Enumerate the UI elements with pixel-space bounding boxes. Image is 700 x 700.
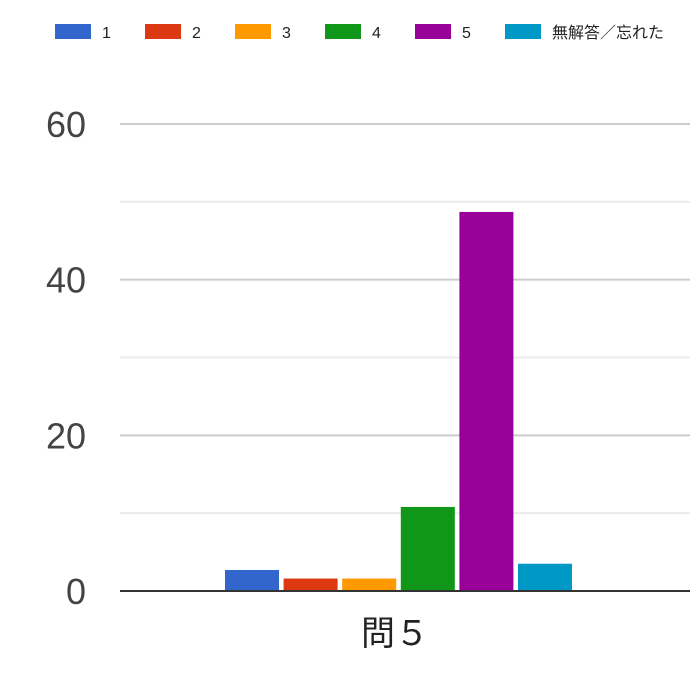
legend-label: 3 [282, 25, 291, 42]
legend: 1 2 3 4 5 無解答／忘れた [55, 24, 664, 42]
legend-swatch [415, 24, 451, 39]
bar-series-1 [225, 569, 279, 591]
legend-item[interactable]: 3 [235, 24, 291, 42]
legend-item[interactable]: 無解答／忘れた [505, 24, 664, 42]
gridlines [120, 123, 690, 515]
legend-item[interactable]: 2 [145, 24, 201, 42]
y-tick-label: 20 [46, 415, 86, 456]
bar-series-3 [342, 578, 397, 591]
bar-series-5 [459, 211, 514, 591]
bars [225, 211, 572, 591]
bar-series-2 [283, 578, 338, 591]
y-axis-ticks: 0 20 40 60 [46, 104, 86, 612]
legend-label: 2 [192, 25, 201, 42]
y-tick-label: 0 [66, 571, 86, 612]
legend-swatch [235, 24, 271, 39]
legend-item[interactable]: 1 [55, 24, 111, 42]
legend-swatch [55, 24, 91, 39]
legend-swatch [325, 24, 361, 39]
x-category-label: 問５ [361, 615, 429, 653]
legend-item[interactable]: 4 [325, 24, 381, 42]
legend-swatch [505, 24, 541, 39]
legend-item[interactable]: 5 [415, 24, 471, 42]
bar-series-6 [518, 563, 572, 591]
y-tick-label: 60 [46, 104, 86, 145]
legend-label: 5 [462, 25, 471, 42]
y-tick-label: 40 [46, 260, 86, 301]
legend-label: 4 [372, 25, 381, 42]
legend-label: 無解答／忘れた [552, 24, 664, 42]
legend-swatch [145, 24, 181, 39]
bar-series-4 [400, 506, 455, 591]
legend-label: 1 [102, 25, 111, 42]
